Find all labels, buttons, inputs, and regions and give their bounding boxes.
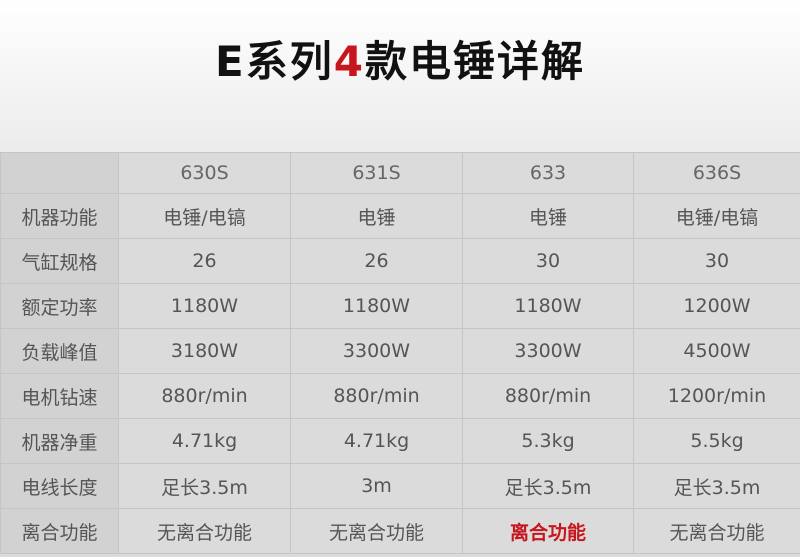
table-cell: 电锤: [462, 193, 634, 239]
title-number: 4: [333, 37, 365, 86]
table-cell: 4.71kg: [118, 418, 291, 464]
table-cell: 离合功能: [462, 508, 634, 554]
title-prefix: E系列: [215, 37, 334, 86]
table-cell: 5.5kg: [633, 418, 800, 464]
page-title: E系列4款电锤详解: [0, 28, 800, 89]
table-row: 额定功率 1180W 1180W 1180W 1200W: [0, 283, 800, 329]
row-label: 气缸规格: [0, 238, 119, 284]
table-cell: 30: [462, 238, 634, 284]
table-cell: 3300W: [290, 328, 463, 374]
row-label: 电机钻速: [0, 373, 119, 419]
table-cell: 无离合功能: [290, 508, 463, 554]
table-cell: 3300W: [462, 328, 634, 374]
table-row: 电机钻速 880r/min 880r/min 880r/min 1200r/min: [0, 373, 800, 419]
table-cell: 880r/min: [290, 373, 463, 419]
header: E系列4款电锤详解: [0, 0, 800, 152]
table-cell: 3180W: [118, 328, 291, 374]
row-label: 额定功率: [0, 283, 119, 329]
table-cell: 足长3.5m: [462, 463, 634, 509]
table-cell: 1180W: [462, 283, 634, 329]
table-cell: 无离合功能: [118, 508, 291, 554]
row-label: 负载峰值: [0, 328, 119, 374]
table-cell: 26: [290, 238, 463, 284]
table-cell: 1200W: [633, 283, 800, 329]
table-cell: 足长3.5m: [118, 463, 291, 509]
table-cell: 电锤/电镐: [118, 193, 291, 239]
row-label: 机器功能: [0, 193, 119, 239]
table-cell: 4500W: [633, 328, 800, 374]
table-row: 机器净重 4.71kg 4.71kg 5.3kg 5.5kg: [0, 418, 800, 464]
table-cell: 26: [118, 238, 291, 284]
column-header: 633: [462, 152, 634, 194]
table-cell: 4.71kg: [290, 418, 463, 464]
row-label: 电线长度: [0, 463, 119, 509]
table-cell: 足长3.5m: [633, 463, 800, 509]
row-label: 离合功能: [0, 508, 119, 554]
table-cell: 880r/min: [118, 373, 291, 419]
table-cell: 电锤/电镐: [633, 193, 800, 239]
table-row: 机器功能 电锤/电镐 电锤 电锤 电锤/电镐: [0, 193, 800, 239]
table-row: 负载峰值 3180W 3300W 3300W 4500W: [0, 328, 800, 374]
table-cell: 3m: [290, 463, 463, 509]
column-header: 631S: [290, 152, 463, 194]
table-cell: 电锤: [290, 193, 463, 239]
row-label: 机器净重: [0, 418, 119, 464]
title-suffix: 款电锤详解: [364, 37, 585, 86]
table-row: 离合功能 无离合功能 无离合功能 离合功能 无离合功能: [0, 508, 800, 554]
table-cell: 1180W: [290, 283, 463, 329]
table-cell: 30: [633, 238, 800, 284]
table-row: 电线长度 足长3.5m 3m 足长3.5m 足长3.5m: [0, 463, 800, 509]
table-cell: 1200r/min: [633, 373, 800, 419]
column-header: [0, 152, 119, 194]
column-header: 630S: [118, 152, 291, 194]
header-row: 630S 631S 633 636S: [0, 152, 800, 194]
table-cell: 5.3kg: [462, 418, 634, 464]
column-header: 636S: [633, 152, 800, 194]
table-row: 气缸规格 26 26 30 30: [0, 238, 800, 284]
table-cell: 880r/min: [462, 373, 634, 419]
table-cell: 1180W: [118, 283, 291, 329]
spec-table: 630S 631S 633 636S 机器功能 电锤/电镐 电锤 电锤 电锤/电镐 气缸规格 26 2…: [0, 152, 800, 554]
table-cell: 无离合功能: [633, 508, 800, 554]
